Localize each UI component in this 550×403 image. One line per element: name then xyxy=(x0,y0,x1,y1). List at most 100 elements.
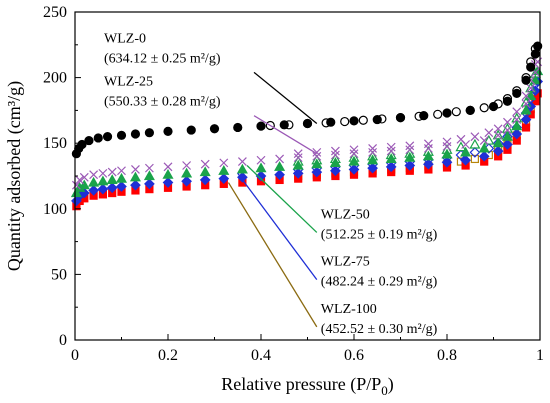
data-point-desorption xyxy=(265,120,275,131)
data-point-adsorption xyxy=(70,187,82,198)
data-point-adsorption xyxy=(465,105,475,116)
annotation-surface-area: (634.12 ± 0.25 m²/g) xyxy=(104,51,221,66)
data-point-adsorption xyxy=(75,175,85,185)
data-point-adsorption xyxy=(478,150,490,162)
data-point-adsorption xyxy=(422,150,434,161)
data-point-adsorption xyxy=(162,177,174,188)
data-point-desorption xyxy=(386,142,396,152)
data-point-desorption xyxy=(358,115,368,125)
x-tick-label: 0.8 xyxy=(437,347,457,364)
data-point-adsorption xyxy=(442,142,452,151)
data-point-desorption xyxy=(469,138,481,149)
data-point-adsorption xyxy=(311,166,323,178)
data-point-adsorption xyxy=(493,130,503,140)
data-point-adsorption xyxy=(521,75,531,85)
data-point-adsorption xyxy=(130,179,141,191)
data-point-adsorption xyxy=(162,168,174,179)
data-point-desorption xyxy=(470,154,479,164)
data-point-desorption xyxy=(521,91,531,101)
data-point-adsorption xyxy=(78,179,90,190)
data-point-adsorption xyxy=(274,161,286,171)
data-point-adsorption xyxy=(237,157,247,166)
x-tick-label: 0.2 xyxy=(158,347,178,364)
annotation-labels: WLZ-0 (634.12 ± 0.25 m²/g) WLZ-25 (550.33 ±… xyxy=(104,31,438,337)
y-tick-label: 50 xyxy=(51,266,67,283)
data-point-adsorption xyxy=(512,115,522,125)
data-point-adsorption xyxy=(186,125,196,135)
annotation-surface-area: (482.24 ± 0.29 m²/g) xyxy=(321,275,438,290)
data-point-adsorption xyxy=(349,149,359,159)
annotation-series-name: WLZ-100 xyxy=(321,302,377,317)
annotation-line xyxy=(237,172,318,281)
data-point-adsorption xyxy=(479,136,489,146)
data-point-adsorption xyxy=(163,162,173,172)
data-point-desorption xyxy=(405,141,415,151)
data-point-adsorption xyxy=(77,139,87,150)
x-tick-label: 0.6 xyxy=(344,347,364,364)
data-point-adsorption xyxy=(512,88,522,98)
data-point-desorption xyxy=(433,109,443,119)
data-point-adsorption xyxy=(405,145,415,155)
data-point-adsorption xyxy=(144,128,154,138)
data-point-adsorption xyxy=(529,74,541,85)
data-point-adsorption xyxy=(144,163,154,173)
data-point-adsorption xyxy=(71,180,81,190)
data-point-desorption xyxy=(340,116,350,127)
data-point-adsorption xyxy=(502,139,513,150)
data-point-adsorption xyxy=(511,120,523,131)
data-point-adsorption xyxy=(326,117,336,127)
x-tick-label: 0 xyxy=(71,347,79,364)
annotation-lines xyxy=(227,71,318,328)
data-point-adsorption xyxy=(349,116,359,126)
annotation-series-name: WLZ-0 xyxy=(104,31,146,46)
data-point-adsorption xyxy=(115,172,128,183)
y-tick-label: 0 xyxy=(59,332,67,349)
data-point-adsorption xyxy=(255,170,267,182)
data-point-adsorption xyxy=(442,108,452,118)
data-point-adsorption xyxy=(525,90,537,101)
data-point-adsorption xyxy=(488,101,499,112)
data-point-adsorption xyxy=(218,173,230,184)
data-point-adsorption xyxy=(372,114,382,125)
data-point-adsorption xyxy=(311,158,323,169)
data-point-adsorption xyxy=(292,159,304,170)
data-point-adsorption xyxy=(501,130,513,141)
data-point-desorption xyxy=(484,128,494,138)
data-point-adsorption xyxy=(106,174,118,185)
data-point-adsorption xyxy=(511,128,523,140)
annotation-surface-area: (550.33 ± 0.28 m²/g) xyxy=(104,95,221,110)
data-point-adsorption xyxy=(182,161,192,170)
data-point-adsorption xyxy=(79,172,89,182)
data-point-desorption xyxy=(503,117,512,127)
data-point-adsorption xyxy=(302,118,313,129)
data-point-adsorption xyxy=(404,151,416,162)
data-point-adsorption xyxy=(97,183,109,195)
data-point-adsorption xyxy=(256,121,266,131)
annotation-surface-area: (452.52 ± 0.30 m²/g) xyxy=(321,322,438,337)
data-point-desorption xyxy=(451,107,461,117)
data-point-adsorption xyxy=(521,99,531,109)
data-point-adsorption xyxy=(385,161,397,173)
data-point-adsorption xyxy=(117,166,126,176)
x-axis-title: Relative pressure (P/P0) xyxy=(221,374,393,398)
data-point-adsorption xyxy=(423,144,433,153)
data-point-adsorption xyxy=(461,140,471,149)
data-point-adsorption xyxy=(492,145,504,157)
data-point-adsorption xyxy=(502,96,513,106)
data-point-adsorption xyxy=(386,146,396,156)
data-point-desorption xyxy=(293,149,303,159)
data-point-adsorption xyxy=(116,181,127,192)
data-point-adsorption xyxy=(348,164,360,175)
data-point-adsorption xyxy=(330,150,340,160)
data-point-adsorption xyxy=(131,165,140,174)
data-point-desorption xyxy=(479,103,489,113)
y-tick-label: 150 xyxy=(43,135,67,152)
data-point-adsorption xyxy=(423,158,434,170)
data-point-adsorption xyxy=(330,165,341,177)
data-point-adsorption xyxy=(275,154,285,164)
data-point-adsorption xyxy=(279,120,289,130)
data-point-desorption xyxy=(469,147,481,158)
data-point-adsorption xyxy=(492,137,504,148)
annotation-surface-area: (512.25 ± 0.19 m²/g) xyxy=(321,227,438,242)
